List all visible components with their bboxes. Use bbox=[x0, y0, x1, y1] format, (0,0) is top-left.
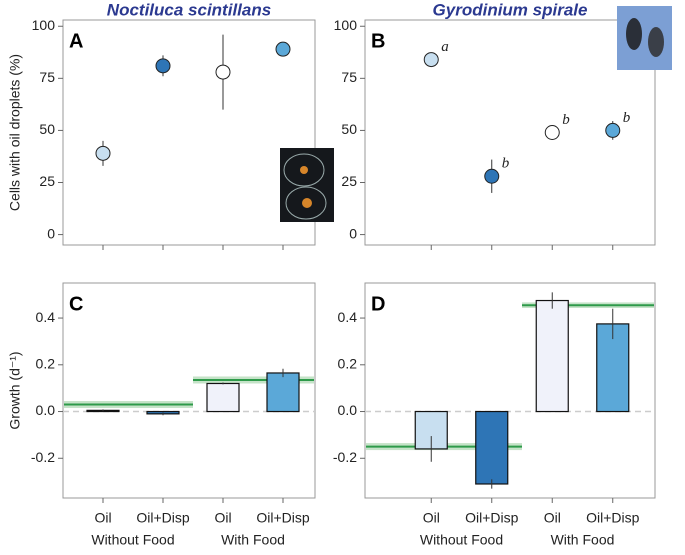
panel-title: Gyrodinium spirale bbox=[433, 0, 588, 19]
x-tick-label: Oil+Disp bbox=[465, 510, 519, 526]
point bbox=[605, 122, 621, 138]
point bbox=[215, 64, 231, 80]
y-tick-label: 0.0 bbox=[338, 402, 358, 418]
plot-frame bbox=[364, 19, 656, 246]
photo-cell bbox=[648, 27, 664, 57]
plot-frame bbox=[62, 282, 316, 499]
group-label: Without Food bbox=[91, 532, 174, 548]
y-tick-label: 0 bbox=[47, 225, 55, 241]
photo-cell bbox=[285, 186, 327, 220]
point bbox=[95, 145, 111, 161]
y-tick-label: 75 bbox=[341, 69, 357, 85]
y-tick-label: 25 bbox=[39, 173, 55, 189]
y-tick-label: 0.2 bbox=[338, 355, 358, 371]
photo-noctiluca bbox=[280, 148, 334, 222]
y-tick-label: 0.4 bbox=[36, 309, 56, 325]
y-axis-label: Growth (d⁻¹) bbox=[7, 351, 23, 429]
panel-letter: D bbox=[371, 293, 385, 315]
y-tick-label: 75 bbox=[39, 69, 55, 85]
group-label: With Food bbox=[551, 532, 615, 548]
point-label: b bbox=[562, 112, 570, 128]
y-tick-label: 100 bbox=[334, 17, 358, 33]
panel-letter: A bbox=[69, 30, 83, 52]
panel-title: Noctiluca scintillans bbox=[107, 0, 271, 19]
x-tick-label: Oil+Disp bbox=[256, 510, 310, 526]
x-tick-label: Oil+Disp bbox=[586, 510, 640, 526]
y-tick-label: -0.2 bbox=[333, 449, 357, 465]
x-tick-label: Oil bbox=[214, 510, 231, 526]
y-tick-label: 0 bbox=[349, 225, 357, 241]
plot-frame bbox=[364, 282, 656, 499]
point bbox=[275, 41, 291, 57]
x-tick-label: Oil+Disp bbox=[136, 510, 190, 526]
y-tick-label: 0.2 bbox=[36, 355, 56, 371]
x-tick-label: Oil bbox=[544, 510, 561, 526]
point bbox=[484, 168, 500, 184]
bar bbox=[266, 372, 300, 413]
photo-cell bbox=[626, 18, 642, 50]
bar bbox=[475, 410, 509, 485]
y-tick-label: 25 bbox=[341, 173, 357, 189]
y-tick-label: 50 bbox=[341, 121, 357, 137]
plot-frame bbox=[62, 19, 316, 246]
point bbox=[544, 125, 560, 140]
panel-letter: B bbox=[371, 30, 385, 52]
photo-gyrodinium bbox=[617, 6, 672, 70]
bar bbox=[206, 382, 240, 413]
point-label: a bbox=[441, 39, 449, 55]
y-axis-label: Cells with oil droplets (%) bbox=[7, 54, 23, 211]
bar bbox=[535, 299, 569, 413]
y-tick-label: 0.0 bbox=[36, 402, 56, 418]
y-tick-label: 50 bbox=[39, 121, 55, 137]
point bbox=[155, 58, 171, 74]
y-tick-label: 100 bbox=[32, 17, 56, 33]
photo-cell bbox=[283, 153, 325, 187]
point-label: b bbox=[502, 156, 510, 172]
panel-letter: C bbox=[69, 293, 83, 315]
group-label: With Food bbox=[221, 532, 285, 548]
point-label: b bbox=[623, 110, 631, 126]
x-tick-label: Oil bbox=[423, 510, 440, 526]
y-tick-label: -0.2 bbox=[31, 449, 55, 465]
y-tick-label: 0.4 bbox=[338, 309, 358, 325]
point bbox=[423, 52, 439, 68]
photo-cell bbox=[302, 198, 312, 208]
group-label: Without Food bbox=[420, 532, 503, 548]
photo-cell bbox=[300, 166, 308, 174]
x-tick-label: Oil bbox=[94, 510, 111, 526]
